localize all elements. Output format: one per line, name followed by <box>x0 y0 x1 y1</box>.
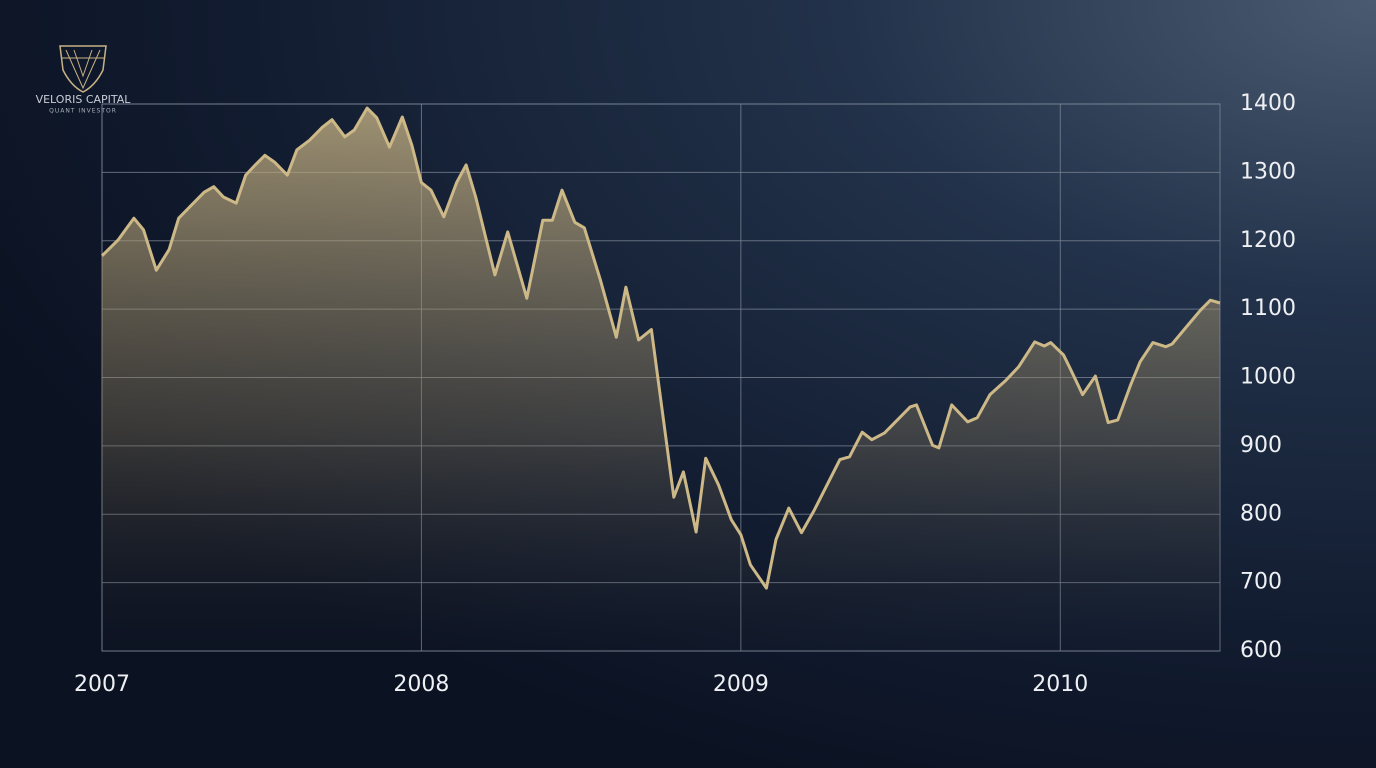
x-tick-label: 2008 <box>393 672 449 697</box>
x-tick-label: 2007 <box>74 672 130 697</box>
y-tick-label: 700 <box>1240 570 1282 595</box>
x-tick-label: 2009 <box>713 672 769 697</box>
y-tick-label: 1400 <box>1240 91 1296 116</box>
area-fill <box>102 108 1220 652</box>
y-tick-label: 1000 <box>1240 365 1296 390</box>
brand-name: VELORIS CAPITAL <box>36 93 132 106</box>
y-tick-label: 1100 <box>1240 296 1296 321</box>
y-tick-label: 1300 <box>1240 159 1296 184</box>
y-tick-label: 600 <box>1240 638 1282 663</box>
y-tick-label: 1200 <box>1240 228 1296 253</box>
logo: VELORIS CAPITAL QUANT INVESTOR <box>36 45 132 115</box>
y-tick-label: 900 <box>1240 433 1282 458</box>
brand-tagline: QUANT INVESTOR <box>49 108 117 115</box>
x-tick-label: 2010 <box>1032 672 1088 697</box>
line <box>100 106 1221 590</box>
y-tick-label: 800 <box>1240 501 1282 526</box>
